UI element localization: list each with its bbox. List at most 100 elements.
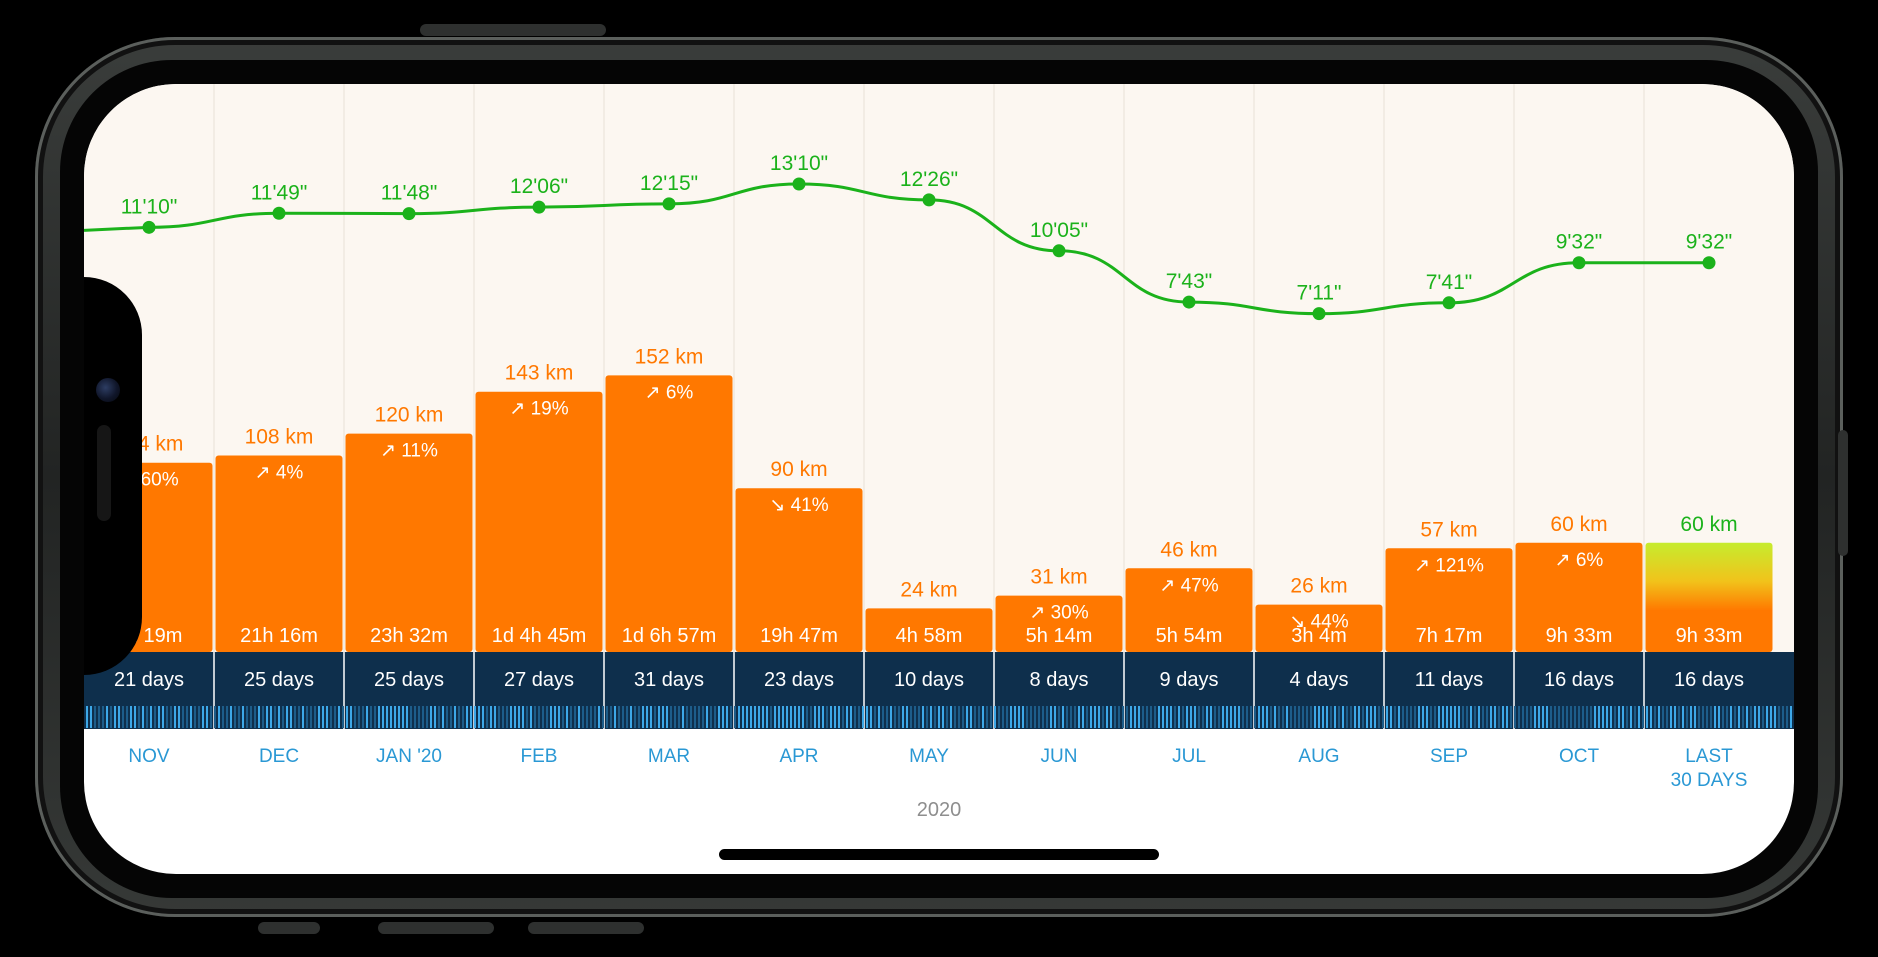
active-days-label: 16 days bbox=[1674, 669, 1744, 691]
duration-label: 3h 4m bbox=[1291, 625, 1347, 647]
month-label: AUG bbox=[1298, 746, 1339, 767]
pace-point bbox=[1312, 307, 1326, 321]
distance-bar bbox=[1255, 604, 1383, 652]
distance-label: 24 km bbox=[900, 578, 957, 601]
change-label: ↗ 4% bbox=[255, 462, 304, 483]
month-label: FEB bbox=[521, 746, 558, 767]
change-label: ↗ 11% bbox=[380, 441, 438, 462]
year-label: 2020 bbox=[917, 799, 962, 821]
pace-point bbox=[792, 177, 806, 191]
month-label: LAST bbox=[1685, 746, 1733, 767]
power-button bbox=[258, 922, 320, 934]
distance-label: 46 km bbox=[1160, 538, 1217, 561]
distance-bar bbox=[1515, 542, 1643, 652]
pace-label: 13'10" bbox=[770, 152, 828, 175]
side-button bbox=[1838, 430, 1848, 556]
month-label: OCT bbox=[1559, 746, 1600, 767]
distance-label: 90 km bbox=[770, 458, 827, 481]
duration-label: 23h 32m bbox=[370, 625, 448, 647]
distance-bar bbox=[995, 595, 1123, 652]
distance-label: 26 km bbox=[1290, 575, 1347, 598]
pace-label: 12'15" bbox=[640, 172, 698, 195]
camera-icon bbox=[96, 378, 120, 402]
pace-label: 7'43" bbox=[1166, 270, 1213, 293]
distance-bar bbox=[475, 391, 603, 652]
month-label: MAR bbox=[648, 746, 690, 767]
distance-bar bbox=[605, 375, 733, 652]
pace-label: 11'10" bbox=[121, 195, 178, 218]
duration-label: 19h 47m bbox=[760, 625, 838, 647]
month-label: MAY bbox=[909, 746, 949, 767]
month-label: 30 DAYS bbox=[1671, 770, 1748, 791]
duration-label: 4h 58m bbox=[896, 625, 963, 647]
pace-label: 9'32" bbox=[1686, 231, 1733, 254]
duration-label: 1d 4h 45m bbox=[492, 625, 587, 647]
active-days-label: 16 days bbox=[1544, 669, 1614, 691]
distance-bar bbox=[215, 455, 343, 652]
change-label: ↗ 6% bbox=[645, 382, 694, 403]
activity-ticks bbox=[86, 706, 1792, 728]
active-days-label: 10 days bbox=[894, 669, 964, 691]
active-days-label: 11 days bbox=[1415, 669, 1484, 691]
duration-label: 5h 14m bbox=[1026, 625, 1093, 647]
change-label: ↘ 44% bbox=[1289, 612, 1348, 633]
home-indicator[interactable] bbox=[719, 849, 1159, 860]
duration-label: 7h 17m bbox=[1416, 625, 1483, 647]
pace-point bbox=[1572, 256, 1586, 270]
distance-bar bbox=[735, 488, 863, 652]
distance-label: 57 km bbox=[1420, 518, 1477, 541]
volume-button-1 bbox=[378, 922, 494, 934]
distance-bar bbox=[1125, 568, 1253, 652]
distance-label: 60 km bbox=[1550, 513, 1607, 536]
month-label: APR bbox=[779, 746, 818, 767]
change-label: ↗ 121% bbox=[1414, 555, 1484, 576]
distance-label: 108 km bbox=[245, 425, 314, 448]
pace-label: 12'06" bbox=[510, 175, 568, 198]
active-days-label: 9 days bbox=[1160, 669, 1219, 691]
pace-label: 11'48" bbox=[381, 182, 438, 205]
change-label: ↗ 30% bbox=[1029, 603, 1088, 624]
distance-label: 31 km bbox=[1030, 566, 1087, 589]
distance-bar bbox=[345, 433, 473, 652]
change-label: ↗ 6% bbox=[1555, 550, 1604, 571]
pace-point bbox=[532, 200, 546, 214]
pace-point bbox=[1052, 244, 1066, 258]
speaker-grille bbox=[97, 425, 111, 521]
distance-label: 60 km bbox=[1680, 513, 1737, 536]
pace-point bbox=[142, 220, 156, 234]
notch bbox=[84, 277, 142, 675]
pace-point bbox=[402, 207, 416, 221]
active-days-label: 27 days bbox=[504, 669, 574, 691]
pace-label: 7'11" bbox=[1297, 282, 1342, 305]
duration-label: 9h 33m bbox=[1676, 625, 1743, 647]
change-label: ↗ 19% bbox=[509, 399, 568, 420]
pace-label: 10'05" bbox=[1030, 219, 1088, 242]
distance-label: 120 km bbox=[375, 404, 444, 427]
distance-bar bbox=[865, 608, 993, 652]
distance-label: 143 km bbox=[505, 362, 574, 385]
change-label: ↘ 41% bbox=[769, 495, 828, 516]
month-label: NOV bbox=[128, 746, 170, 767]
distance-label: 152 km bbox=[635, 345, 704, 368]
duration-label: 5h 54m bbox=[1156, 625, 1223, 647]
pace-point bbox=[662, 197, 676, 211]
active-days-label: 23 days bbox=[764, 669, 834, 691]
active-days-label: 8 days bbox=[1030, 669, 1089, 691]
active-days-label: 4 days bbox=[1290, 669, 1349, 691]
active-days-label: 25 days bbox=[374, 669, 444, 691]
month-label: JUN bbox=[1041, 746, 1078, 767]
pace-point bbox=[1702, 256, 1716, 270]
pace-label: 11'49" bbox=[251, 181, 308, 204]
active-days-label: 25 days bbox=[244, 669, 314, 691]
pace-label: 12'26" bbox=[900, 168, 958, 191]
duration-label: 1d 6h 57m bbox=[622, 625, 717, 647]
volume-up-button bbox=[420, 24, 606, 36]
duration-label: 9h 33m bbox=[1546, 625, 1613, 647]
screen: 104 km ↗ 60% 9h 19m 108 km ↗ 4% 21h 16m 120 km… bbox=[84, 84, 1794, 874]
active-days-label: 31 days bbox=[634, 669, 704, 691]
pace-point bbox=[1442, 296, 1456, 310]
month-label: JAN '20 bbox=[376, 746, 442, 767]
distance-bar bbox=[1385, 548, 1513, 652]
month-label: DEC bbox=[259, 746, 299, 767]
